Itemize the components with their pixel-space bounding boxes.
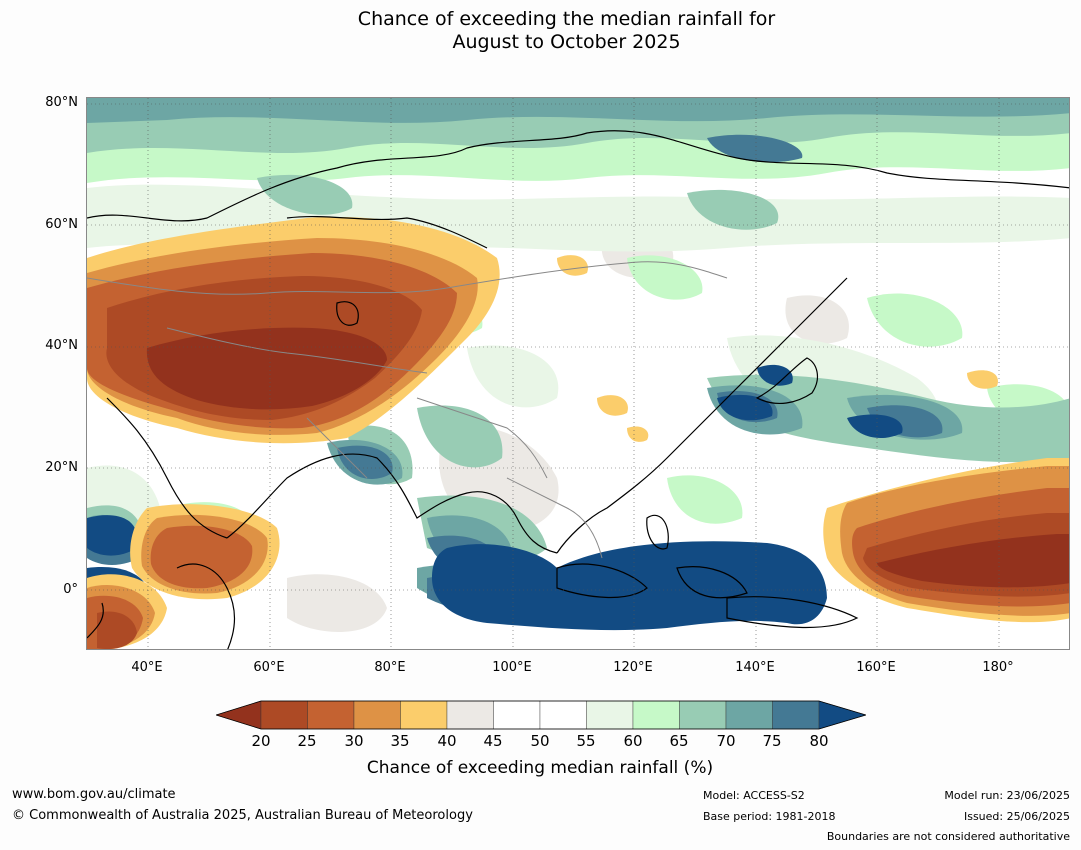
lon-label-80e: 80°E [374,660,406,675]
colorbar-tick-50: 50 [530,732,550,750]
colorbar-below-20 [215,700,262,730]
title-line-1: Chance of exceeding the median rainfall … [357,8,776,30]
lon-label-140e: 140°E [735,660,775,675]
colorbar-35-40 [400,700,448,730]
lat-label-60n: 60°N [45,217,78,232]
footer-copyright: © Commonwealth of Australia 2025, Austra… [12,808,473,823]
colorbar-svg [214,700,868,730]
colorbar-20-25 [260,700,308,730]
lat-label-80n: 80°N [45,95,78,110]
colorbar-tick-75: 75 [762,732,782,750]
footer-disclaimer: Boundaries are not considered authoritat… [826,830,1070,843]
colorbar-tick-55: 55 [576,732,596,750]
colorbar-label: Chance of exceeding median rainfall (%) [366,758,714,778]
graticule [87,98,1069,649]
colorbar-40-45 [446,700,494,730]
colorbar-tick-80: 80 [809,732,829,750]
colorbar-ticks: 20 25 30 35 40 45 50 55 60 65 70 75 80 [0,732,1081,752]
lat-label-20n: 20°N [45,460,78,475]
colorbar-55-60 [586,700,634,730]
country-boundaries [87,261,728,559]
footer-model: Model: ACCESS-S2 [703,789,805,802]
probability-below-20-layer [146,327,1069,588]
colorbar-tick-60: 60 [623,732,643,750]
colorbar-45-50 [493,700,541,730]
lon-label-40e: 40°E [131,660,163,675]
colorbar-tick-30: 30 [344,732,364,750]
lon-label-160e: 160°E [856,660,896,675]
colorbar-30-35 [353,700,401,730]
footer-url[interactable]: www.bom.gov.au/climate [12,787,176,802]
lat-label-40n: 40°N [45,338,78,353]
colorbar-tick-65: 65 [669,732,689,750]
footer-issued: Issued: 25/06/2025 [963,810,1070,823]
colorbar-70-75 [725,700,773,730]
colorbar-tick-45: 45 [483,732,503,750]
title-line-2: August to October 2025 [452,31,681,53]
colorbar-60-65 [632,700,680,730]
colorbar-25-30 [307,700,355,730]
colorbar [214,700,868,730]
colorbar-tick-40: 40 [437,732,457,750]
map-title: Chance of exceeding the median rainfall … [0,8,1081,54]
colorbar-tick-70: 70 [716,732,736,750]
colorbar-65-70 [679,700,727,730]
lon-label-180: 180° [982,660,1014,675]
footer-base-period: Base period: 1981-2018 [703,810,836,823]
coastlines [87,130,1069,649]
colorbar-above-80 [818,700,867,730]
colorbar-75-80 [772,700,820,730]
colorbar-tick-35: 35 [390,732,410,750]
rainfall-probability-map [86,97,1070,650]
lon-label-60e: 60°E [253,660,285,675]
lon-label-120e: 120°E [613,660,653,675]
lon-label-100e: 100°E [492,660,532,675]
colorbar-tick-25: 25 [297,732,317,750]
footer-model-run: Model run: 23/06/2025 [944,789,1070,802]
colorbar-50-55 [539,700,587,730]
map-svg [87,98,1069,649]
lat-label-0: 0° [63,582,78,597]
colorbar-tick-20: 20 [251,732,271,750]
